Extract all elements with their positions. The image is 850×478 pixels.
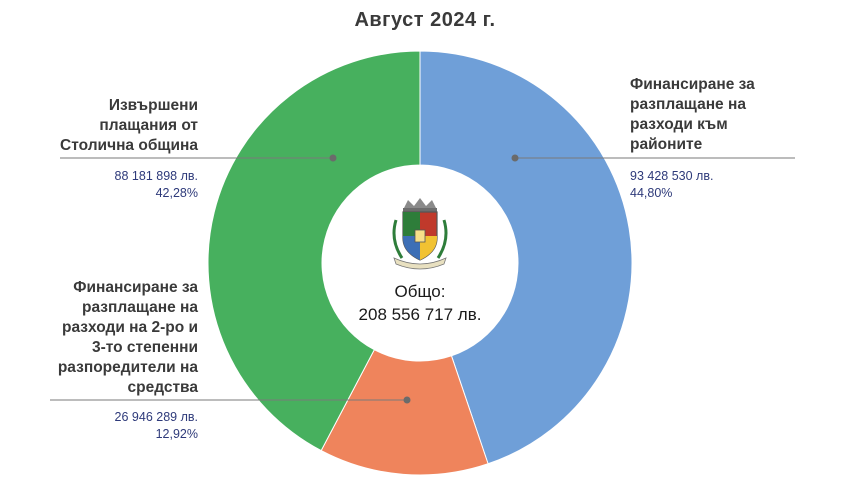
leader-line-districts-dot [511,154,519,162]
leader-line-secondary-spenders-dot [403,396,411,404]
slice-value-districts: 93 428 530 лв. 44,80% [630,169,714,200]
donut-hole [322,165,518,361]
total-label: Общо: [394,282,446,301]
slice-label-districts: Финансиране за разплащане на разходи към… [630,76,755,153]
leader-line-municipality-dot [329,154,337,162]
slices-layer [207,50,633,476]
slice-label-municipality: Извършени плащания от Столична община [60,97,198,154]
chart-title: Август 2024 г. [354,9,496,31]
slice-value-secondary-spenders: 26 946 289 лв. 12,92% [114,410,198,441]
slice-label-secondary-spenders: Финансиране за разплащане на разходи на … [57,279,198,396]
slice-value-municipality: 88 181 898 лв. 42,28% [114,169,198,200]
leader-lines [50,154,795,404]
sofia-coat-of-arms-icon [392,198,448,270]
total-value: 208 556 717 лв. [358,305,482,324]
